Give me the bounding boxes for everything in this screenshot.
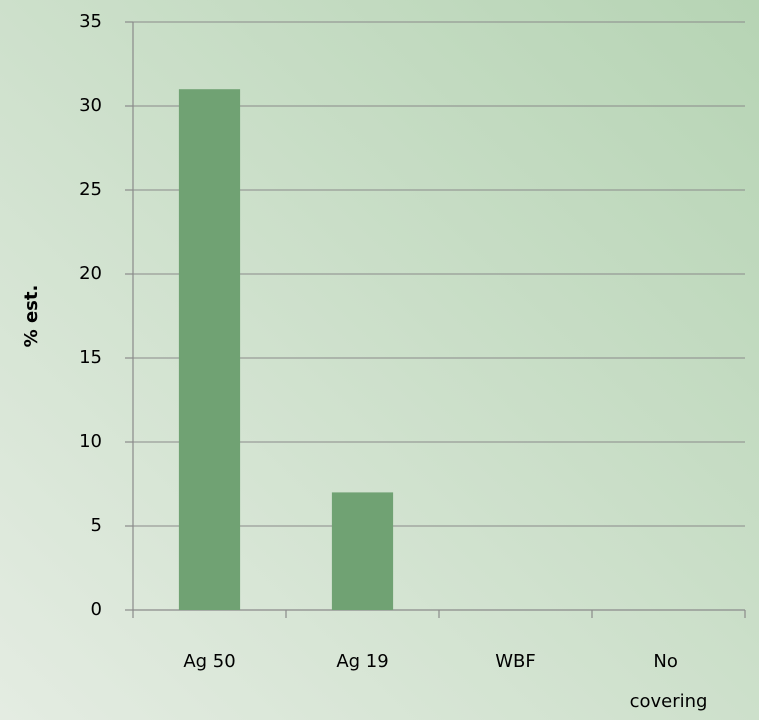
y-tick-label: 15 [79, 347, 102, 368]
y-tick-label: 25 [79, 179, 102, 200]
x-tick-label: No covering [630, 651, 708, 712]
bar [178, 89, 241, 610]
x-tick-label: Ag 50 [183, 651, 235, 672]
y-tick-label: 5 [91, 515, 102, 536]
y-tick-label: 20 [79, 263, 102, 284]
y-axis-label: % est. [21, 285, 42, 348]
x-tick-label: Ag 19 [336, 651, 388, 672]
bar [331, 492, 394, 610]
y-tick-label: 10 [79, 431, 102, 452]
y-tick-label: 35 [79, 11, 102, 32]
x-tick-label: WBF [495, 651, 536, 672]
y-tick-label: 30 [79, 95, 102, 116]
y-tick-label: 0 [91, 599, 102, 620]
